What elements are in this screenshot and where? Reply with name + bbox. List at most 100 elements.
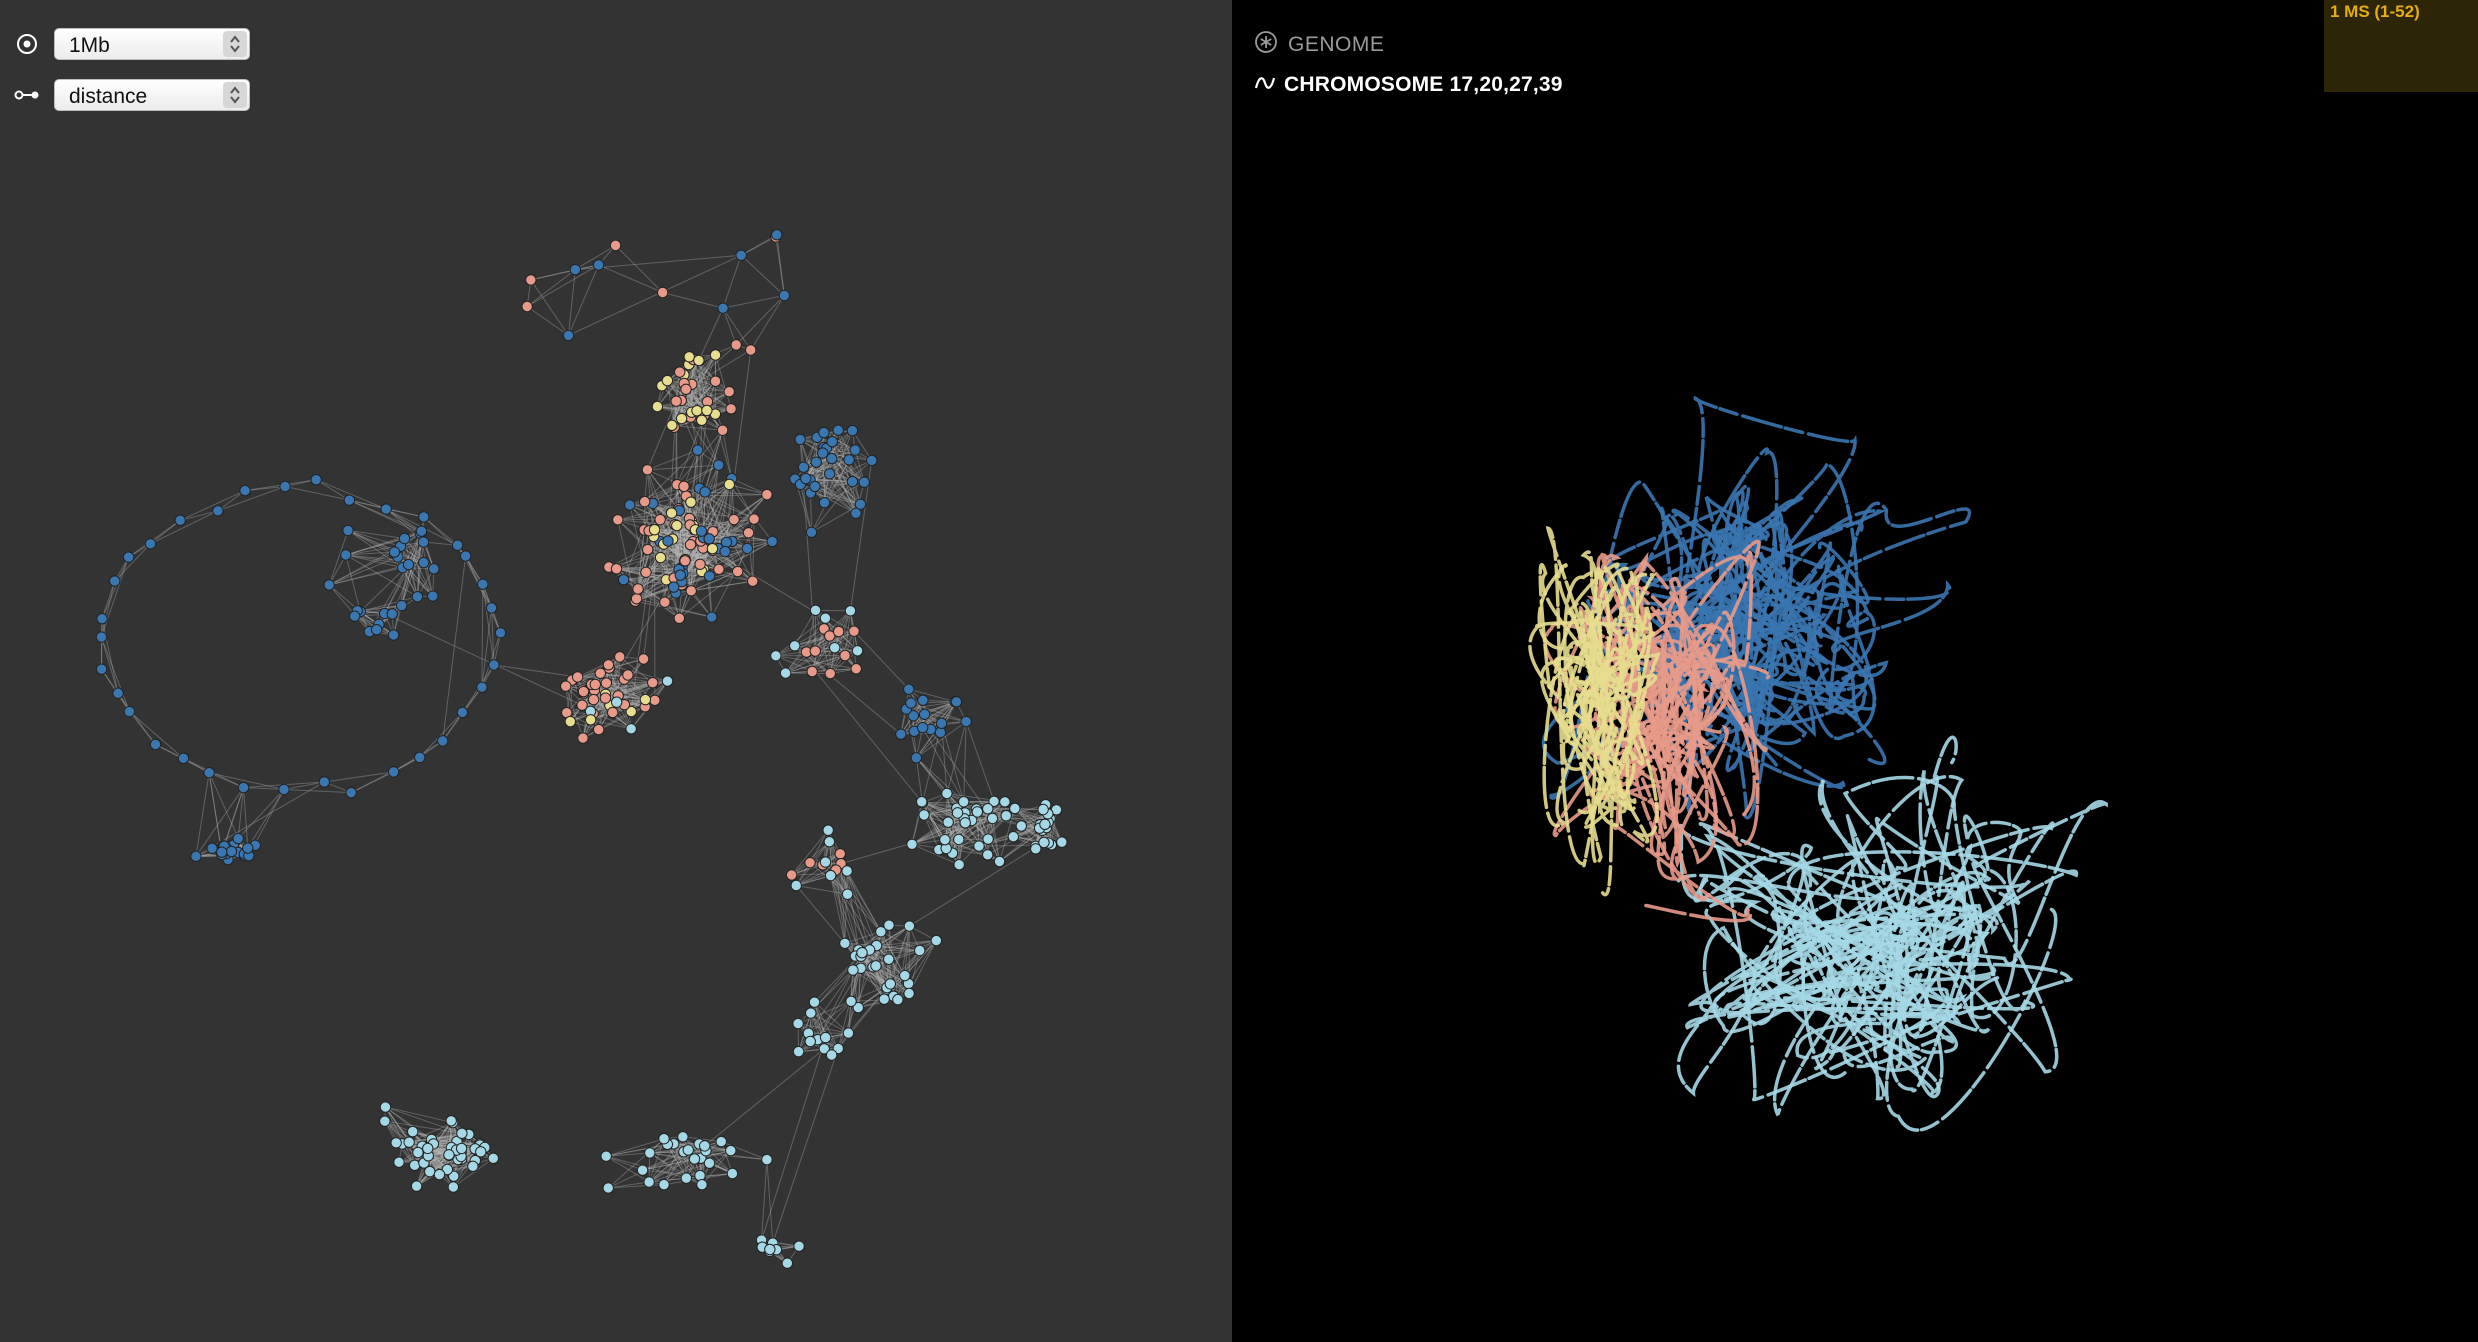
graph-node[interactable] [682,1144,694,1156]
graph-node[interactable] [661,374,674,387]
graph-node[interactable] [851,645,864,657]
graph-node[interactable] [679,555,691,567]
graph-node[interactable] [832,424,844,436]
graph-node[interactable] [703,533,715,545]
graph-node[interactable] [494,627,507,639]
graph-node[interactable] [856,947,868,959]
graph-node[interactable] [602,659,615,671]
graph-node[interactable] [569,263,581,276]
graph-node[interactable] [662,535,674,547]
graph-node[interactable] [819,612,832,624]
graph-node[interactable] [665,507,678,519]
graph-node[interactable] [706,611,718,623]
graph-node[interactable] [318,776,331,788]
graph-node[interactable] [600,1150,612,1162]
graph-node[interactable] [703,570,716,582]
graph-node[interactable] [343,494,356,506]
graph-node[interactable] [673,612,686,624]
graph-node[interactable] [730,339,742,351]
graph-node[interactable] [903,683,915,695]
graph-node[interactable] [958,796,970,808]
graph-node[interactable] [422,1142,434,1155]
graph-node[interactable] [402,558,415,571]
graph-node[interactable] [849,444,861,456]
graph-node[interactable] [875,926,887,938]
graph-node[interactable] [395,599,408,612]
graph-node[interactable] [785,869,798,881]
graph-node[interactable] [800,472,812,485]
graph-node[interactable] [766,535,778,548]
graph-node[interactable] [562,329,575,342]
graph-node[interactable] [418,511,430,523]
graph-node[interactable] [804,1035,816,1048]
graph-node[interactable] [203,767,215,779]
graph-node[interactable] [846,475,859,488]
graph-node[interactable] [190,850,202,863]
chromosome-selector[interactable]: CHROMOSOME 17,20,27,39 [1254,73,1563,97]
graph-node[interactable] [866,454,878,467]
graph-node[interactable] [625,705,637,718]
graph-node[interactable] [918,809,930,821]
graph-node[interactable] [417,556,430,569]
graph-node[interactable] [825,1049,838,1061]
graph-node[interactable] [916,721,929,734]
graph-node[interactable] [379,1115,391,1127]
graph-node[interactable] [826,452,838,465]
graph-node[interactable] [910,752,923,764]
graph-node[interactable] [809,480,821,493]
graph-node[interactable] [691,444,704,456]
graph-node[interactable] [232,832,244,845]
graph-node[interactable] [839,649,851,662]
graph-node[interactable] [644,1147,656,1159]
resolution-select[interactable]: 1Mb [54,28,250,60]
graph-node[interactable] [95,663,108,675]
graph-node[interactable] [622,669,634,681]
graph-node[interactable] [477,578,489,590]
graph-node[interactable] [715,1135,727,1148]
graph-node[interactable] [810,456,822,468]
graph-node[interactable] [427,590,439,602]
graph-node[interactable] [852,1001,864,1014]
graph-node[interactable] [778,289,791,302]
graph-node[interactable] [829,641,841,654]
graph-node[interactable] [387,766,400,778]
graph-node[interactable] [691,404,703,417]
graph-node[interactable] [521,300,533,313]
graph-node[interactable] [441,1163,454,1176]
graph-node[interactable] [709,375,722,387]
graph-node[interactable] [709,349,722,361]
graph-node[interactable] [903,920,916,932]
graph-node[interactable] [675,412,688,425]
graph-node[interactable] [1007,830,1020,843]
graph-node[interactable] [951,807,964,819]
graph-node[interactable] [487,1152,500,1165]
graph-node[interactable] [410,1180,423,1192]
graph-node[interactable] [1030,843,1042,855]
graph-node[interactable] [916,796,928,808]
graph-node[interactable] [632,583,644,595]
graph-node[interactable] [612,514,624,526]
graph-node[interactable] [1039,818,1051,831]
graph-node[interactable] [790,879,802,892]
graph-node[interactable] [986,812,999,825]
graph-node[interactable] [950,696,963,708]
graph-node[interactable] [584,714,597,726]
graph-node[interactable] [659,596,671,608]
graph-node[interactable] [761,1153,773,1166]
graph-node[interactable] [883,953,895,965]
graph-node[interactable] [683,351,695,363]
graph-node[interactable] [647,676,659,689]
graph-node[interactable] [624,499,636,511]
graph-node[interactable] [982,803,994,815]
graph-node[interactable] [447,1181,460,1193]
graph-node[interactable] [1038,836,1050,849]
graph-node[interactable] [625,723,637,735]
metric-select[interactable]: distance [54,79,250,111]
graph-node[interactable] [614,651,626,663]
graph-node[interactable] [771,229,783,241]
graph-node[interactable] [725,403,737,415]
graph-node[interactable] [95,631,108,643]
graph-node[interactable] [122,551,135,563]
graph-node[interactable] [488,659,500,671]
graph-node[interactable] [818,426,830,439]
